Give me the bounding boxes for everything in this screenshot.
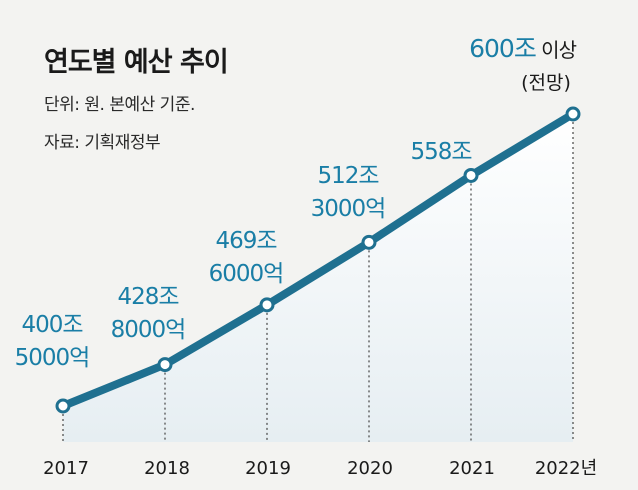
data-label-2017: 400조 5000억	[15, 312, 91, 371]
data-point-2019	[259, 297, 275, 313]
svg-text:600조 이상: 600조 이상	[469, 34, 576, 63]
data-label-2020: 512조 3000억	[311, 163, 387, 222]
x-tick-2017: 2017	[43, 458, 89, 479]
chart-title: 연도별 예산 추이	[44, 47, 229, 78]
svg-text:558조: 558조	[410, 139, 471, 165]
data-label-2022년: 600조 이상 (전망)	[469, 34, 577, 94]
data-point-2022년	[565, 106, 581, 122]
data-point-2020	[361, 234, 377, 250]
svg-text:8000억: 8000억	[111, 317, 186, 343]
x-tick-2022년: 2022년	[535, 458, 597, 479]
x-tick-2018: 2018	[144, 458, 190, 479]
data-label-2019: 469조 6000억	[209, 228, 285, 287]
svg-text:6000억: 6000억	[209, 261, 284, 287]
svg-text:428조: 428조	[117, 284, 178, 310]
x-tick-2021: 2021	[449, 458, 495, 479]
data-label-2021: 558조	[410, 139, 472, 165]
data-point-2017	[55, 398, 71, 414]
svg-text:400조: 400조	[21, 312, 82, 338]
data-point-2021	[463, 167, 479, 183]
source-note: 자료: 기획재정부	[44, 133, 161, 153]
unit-note: 단위: 원. 본예산 기준.	[44, 95, 195, 115]
data-label-2018: 428조 8000억	[111, 284, 187, 343]
series-line	[59, 110, 577, 410]
svg-text:512조: 512조	[317, 163, 378, 189]
svg-text:5000억: 5000억	[15, 345, 90, 371]
svg-text:469조: 469조	[215, 228, 276, 254]
data-point-2018	[157, 357, 173, 373]
x-tick-2019: 2019	[245, 458, 291, 479]
x-tick-2020: 2020	[347, 458, 393, 479]
svg-text:3000억: 3000억	[311, 196, 386, 222]
svg-text:(전망): (전망)	[521, 72, 571, 94]
